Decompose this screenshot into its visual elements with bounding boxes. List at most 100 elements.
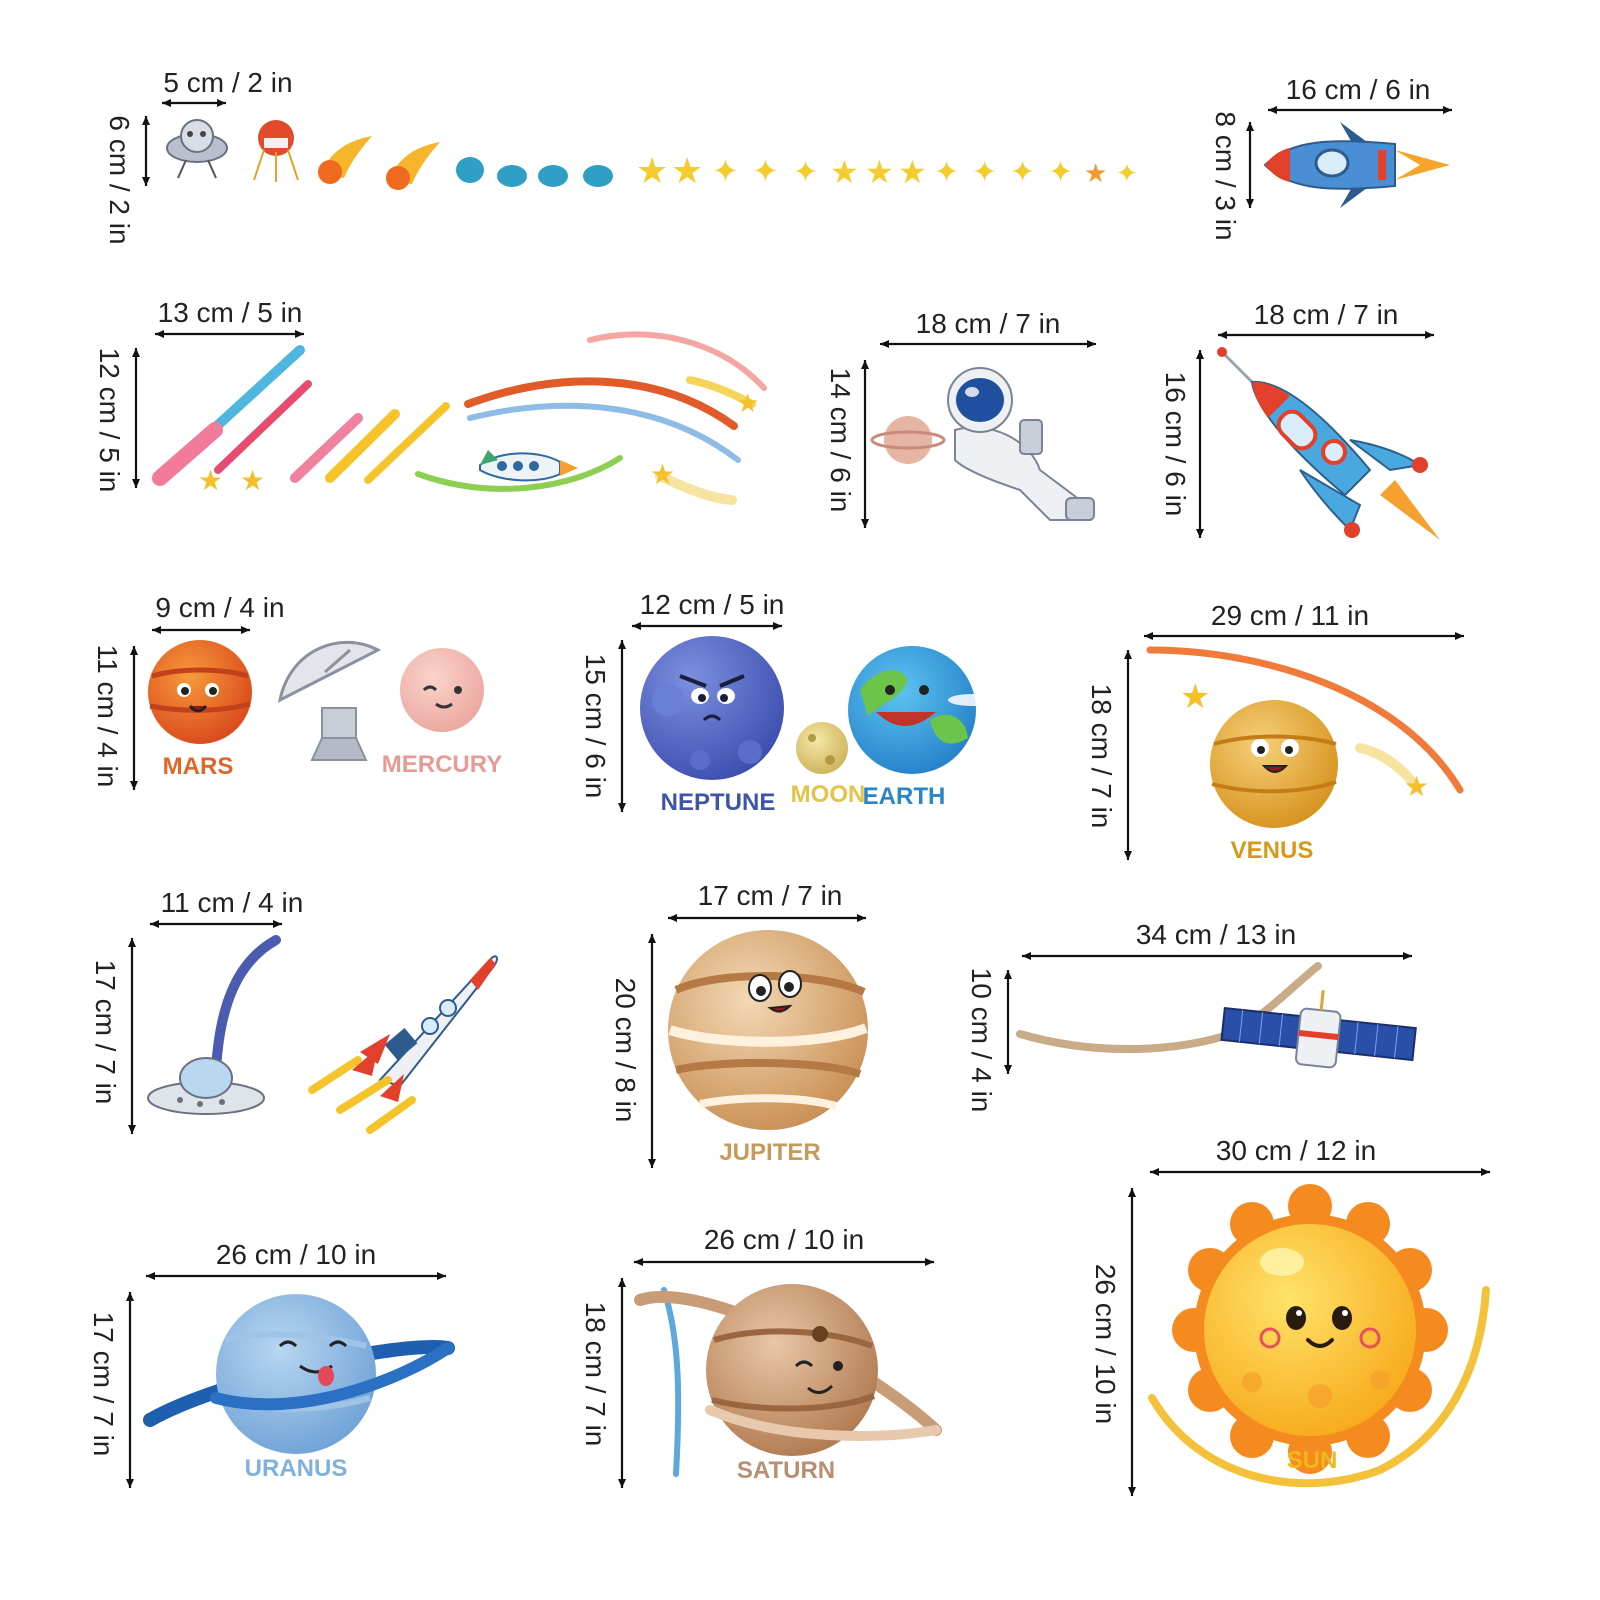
dimension-width-label: 29 cm / 11 in [1211, 600, 1369, 631]
dimension-height-label: 18 cm / 7 in [1086, 684, 1117, 829]
venus-group: 29 cm / 11 in 18 cm / 7 in ★ ★ VENUS [1086, 600, 1464, 864]
star-icon: ★ [736, 389, 759, 419]
mini-rocket-icon [479, 450, 578, 482]
star-icon: ★ [1180, 677, 1210, 717]
svg-text:★: ★ [1084, 159, 1107, 189]
venus-trail-icon [1355, 743, 1419, 789]
dimension-height-label: 14 cm / 6 in [825, 368, 856, 513]
svg-text:★: ★ [671, 151, 703, 192]
dimension-height-label: 18 cm / 7 in [580, 1302, 611, 1447]
dimension-height-label: 17 cm / 7 in [90, 960, 121, 1105]
svg-text:✦: ✦ [972, 155, 997, 190]
rocket-large-group: 18 cm / 7 in 16 cm / 6 in [1160, 299, 1440, 540]
dimension-height-label: 11 cm / 4 in [92, 645, 123, 788]
svg-text:✦: ✦ [793, 155, 818, 190]
neptune-label: NEPTUNE [661, 789, 776, 816]
svg-text:★: ★ [898, 153, 927, 191]
svg-text:★: ★ [198, 464, 223, 497]
fire-comet-icon [318, 136, 372, 184]
dimension-width-label: 30 cm / 12 in [1216, 1135, 1376, 1166]
star-icon: ★ [650, 458, 675, 491]
venus-trail-icon [1146, 646, 1464, 794]
star-icon: ★ [1404, 770, 1429, 803]
astronaut-icon [870, 367, 1095, 521]
svg-text:✦: ✦ [712, 152, 739, 190]
svg-text:★: ★ [240, 464, 265, 497]
uranus-group: 26 cm / 10 in 17 cm / 7 in URANUS [88, 1239, 455, 1488]
sun-planet [1172, 1184, 1448, 1474]
sun-group: 30 cm / 12 in 26 cm / 10 in [1090, 1135, 1490, 1496]
sun-orbit-icon [1148, 1286, 1490, 1488]
dimension-width-label: 26 cm / 10 in [704, 1224, 864, 1255]
mini-ufo-icon [166, 119, 228, 179]
dimension-height-label: 12 cm / 5 in [94, 348, 125, 493]
dimension-width-label: 5 cm / 2 in [163, 67, 292, 98]
jupiter-group: 17 cm / 7 in 20 cm / 8 in JUPITER [610, 880, 868, 1168]
mercury-label: MERCURY [382, 751, 502, 778]
fire-comet-icon [386, 142, 440, 190]
dimension-height-label: 10 cm / 4 in [966, 968, 997, 1113]
meteor-streaks-icon: ★ ★ [152, 345, 450, 497]
dimension-height-label: 6 cm / 2 in [104, 115, 135, 244]
dimension-height-label: 8 cm / 3 in [1210, 111, 1241, 240]
sun-label: SUN [1287, 1447, 1338, 1474]
satellite-icon [1220, 990, 1417, 1069]
dimension-width-label: 34 cm / 13 in [1136, 919, 1296, 950]
mini-lander-icon [253, 120, 299, 182]
satellite-group: 34 cm / 13 in 10 cm / 4 in [966, 919, 1417, 1113]
dimension-width-label: 13 cm / 5 in [158, 297, 303, 328]
rocket-icon [1217, 347, 1440, 540]
dimension-width-label: 26 cm / 10 in [216, 1239, 376, 1270]
dimension-width-label: 12 cm / 5 in [640, 589, 785, 620]
svg-text:✦: ✦ [1010, 155, 1035, 190]
moon-planet [796, 722, 848, 774]
rocket-small-group: 16 cm / 6 in 8 cm / 3 in [1210, 74, 1452, 241]
neptune-earth-group: 12 cm / 5 in 15 cm / 6 in NEPTUNE MOON [580, 589, 996, 816]
moon-label: MOON [791, 781, 866, 808]
dimension-height-label: 20 cm / 8 in [610, 978, 641, 1123]
dimension-width-label: 18 cm / 7 in [1254, 299, 1399, 330]
dimension-width-label: 11 cm / 4 in [161, 887, 304, 918]
mars-mercury-group: 9 cm / 4 in 11 cm / 4 in MARS MERCURY [92, 592, 502, 790]
star-row-icon: ★ ★ ✦ ✦ ✦ ★ ★ ★ ✦ ✦ ✦ ✦ ★ ✦ [636, 151, 1138, 192]
venus-planet [1210, 700, 1338, 828]
mars-label: MARS [163, 753, 234, 780]
dimension-width-label: 9 cm / 4 in [155, 592, 284, 623]
dimension-width-label: 18 cm / 7 in [916, 308, 1061, 339]
svg-text:✦: ✦ [1116, 159, 1138, 189]
mars-planet [148, 640, 252, 744]
dimension-height-label: 26 cm / 10 in [1090, 1264, 1121, 1424]
ufo-rockets-group: 11 cm / 4 in 17 cm / 7 in [90, 887, 498, 1134]
blue-rocks-icon [456, 157, 613, 187]
jupiter-planet [668, 930, 868, 1130]
satellite-dish-icon [277, 640, 382, 761]
svg-text:✦: ✦ [934, 155, 959, 190]
saturn-label: SATURN [737, 1457, 835, 1484]
ufo-beam-icon [211, 935, 281, 1075]
dimension-width-label: 17 cm / 7 in [698, 880, 843, 911]
jupiter-label: JUPITER [719, 1139, 820, 1166]
neptune-planet [640, 636, 784, 780]
rainbow-trails-icon [415, 331, 767, 505]
uranus-planet [143, 1294, 455, 1454]
earth-label: EARTH [863, 783, 946, 810]
dimension-height-label: 17 cm / 7 in [88, 1312, 119, 1457]
svg-text:✦: ✦ [752, 152, 779, 190]
astronaut-group: 18 cm / 7 in 14 cm / 6 in [825, 308, 1096, 528]
ufo-icon [147, 1057, 265, 1115]
small-stickers-group: 5 cm / 2 in 6 cm / 2 in [104, 67, 1138, 245]
svg-text:★: ★ [830, 153, 859, 191]
mercury-planet [400, 648, 484, 732]
dimension-height-label: 15 cm / 6 in [580, 654, 611, 799]
dimension-height-label: 16 cm / 6 in [1160, 372, 1191, 517]
rocket-icon [1263, 122, 1450, 208]
triple-rockets-icon [308, 955, 498, 1134]
svg-text:★: ★ [636, 151, 668, 192]
svg-text:✦: ✦ [1048, 155, 1073, 190]
saturn-planet [634, 1284, 942, 1477]
meteors-group: 13 cm / 5 in 12 cm / 5 in ★ ★ ★ ★ [94, 297, 767, 505]
dimension-width-label: 16 cm / 6 in [1286, 74, 1431, 105]
earth-planet [848, 646, 996, 774]
venus-label: VENUS [1231, 837, 1314, 864]
